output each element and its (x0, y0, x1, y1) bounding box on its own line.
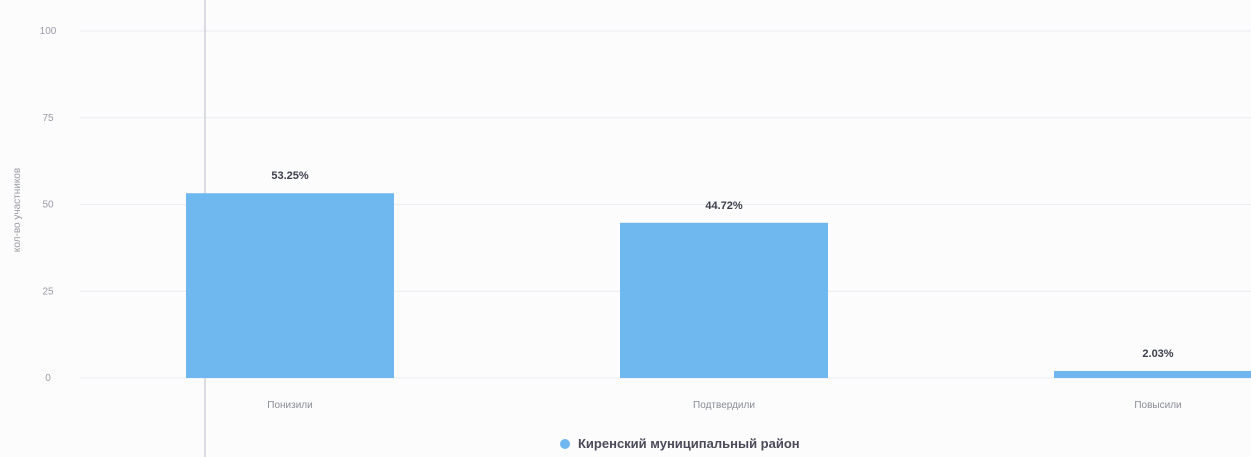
bar-value-label: 53.25% (271, 170, 309, 182)
legend-swatch (560, 439, 570, 449)
axis-layer: 0 25 50 75 100 (40, 0, 205, 457)
bar-value-label: 2.03% (1142, 348, 1173, 360)
y-tick-label: 75 (42, 113, 54, 124)
x-tick-label: Понизили (267, 400, 312, 411)
bar-value-label: 44.72% (705, 200, 743, 212)
x-tick-label: Подтвердили (693, 400, 755, 411)
legend-label: Киренский муниципальный район (578, 436, 800, 451)
y-axis-label: кол-во участников (12, 168, 23, 252)
x-tick-label: Повысили (1134, 400, 1181, 411)
legend[interactable]: Киренский муниципальный район (560, 436, 800, 451)
y-tick-label: 25 (42, 286, 54, 297)
bar[interactable] (186, 193, 394, 378)
bar[interactable] (620, 223, 828, 378)
bar[interactable] (1054, 371, 1251, 378)
y-tick-label: 0 (45, 373, 51, 384)
y-tick-label: 100 (40, 26, 57, 37)
bars-layer (186, 193, 1251, 378)
y-tick-label: 50 (42, 200, 54, 211)
